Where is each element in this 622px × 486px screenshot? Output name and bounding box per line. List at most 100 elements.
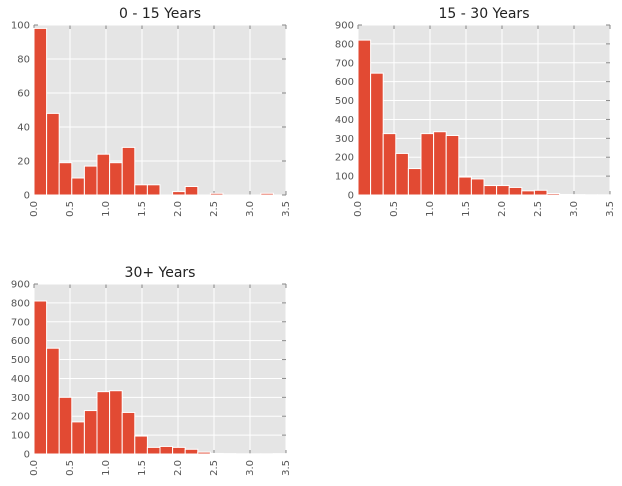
y-tick-label: 40	[17, 123, 30, 134]
histogram-bar	[407, 168, 422, 196]
histogram-bar	[546, 192, 561, 196]
plot-area	[34, 25, 286, 195]
histogram-bar	[496, 185, 510, 196]
x-tick-label: 2.5	[533, 201, 544, 217]
histogram-bar	[533, 189, 548, 196]
histogram-bar	[83, 410, 98, 455]
y-tick-label: 100	[11, 431, 30, 442]
y-tick-label: 300	[335, 134, 354, 145]
histogram-bar	[382, 133, 397, 196]
histogram-bar	[109, 390, 123, 455]
histogram-bar	[260, 192, 274, 196]
histogram-bar	[146, 184, 161, 196]
y-tick-label: 500	[335, 96, 354, 107]
y-tick-label: 600	[335, 77, 354, 88]
x-tick-label: 2.5	[209, 460, 220, 476]
x-tick-label: 1.5	[137, 201, 148, 217]
chart-title: 15 - 30 Years	[439, 6, 530, 22]
histogram-bar	[71, 421, 85, 455]
chart-title: 30+ Years	[125, 265, 196, 281]
y-tick-label: 20	[17, 157, 30, 168]
histogram-bar	[172, 191, 186, 196]
y-tick-label: 200	[335, 153, 354, 164]
histogram-bar	[184, 186, 199, 196]
histogram-bar	[146, 446, 161, 455]
y-tick-label: 400	[335, 115, 354, 126]
x-tick-label: 2.5	[209, 201, 220, 217]
histogram-bar	[71, 177, 85, 196]
y-tick-label: 700	[11, 317, 30, 328]
x-tick-label: 0.0	[29, 201, 40, 217]
histogram-bar	[445, 135, 460, 196]
histogram-bar	[159, 445, 174, 455]
x-tick-label: 0.5	[65, 460, 76, 476]
y-tick-label: 0	[348, 191, 354, 202]
histogram-bar	[559, 193, 573, 196]
histogram-bar	[433, 131, 447, 196]
x-tick-label: 1.5	[461, 201, 472, 217]
histogram-bar	[483, 185, 498, 196]
x-tick-label: 0.5	[389, 201, 400, 217]
histogram-bar	[420, 133, 435, 196]
y-tick-label: 500	[11, 355, 30, 366]
chart-title: 0 - 15 Years	[119, 6, 201, 22]
x-tick-label: 0.5	[65, 201, 76, 217]
y-tick-label: 0	[24, 191, 30, 202]
histogram-bar	[96, 391, 111, 455]
x-tick-label: 3.5	[605, 201, 616, 217]
y-tick-label: 80	[17, 55, 30, 66]
histogram-bar	[458, 176, 472, 196]
histogram-bar	[134, 184, 148, 196]
histogram-bar	[209, 452, 224, 455]
histogram-bar	[470, 178, 485, 196]
x-tick-label: 2.0	[173, 201, 184, 217]
y-tick-label: 100	[11, 21, 30, 32]
x-tick-label: 1.0	[425, 201, 436, 217]
histogram-bar	[184, 448, 199, 455]
histogram-bar	[121, 146, 136, 196]
y-tick-label: 300	[11, 393, 30, 404]
histogram-bar	[134, 435, 148, 455]
y-tick-label: 900	[11, 280, 30, 291]
y-tick-label: 60	[17, 89, 30, 100]
histogram-bar	[209, 192, 224, 196]
y-tick-label: 600	[11, 336, 30, 347]
y-tick-label: 100	[335, 172, 354, 183]
histogram-bar	[197, 451, 211, 455]
x-tick-label: 3.5	[281, 460, 292, 476]
histogram-bar	[46, 112, 60, 196]
x-tick-label: 0.0	[29, 460, 40, 476]
x-tick-label: 1.0	[101, 201, 112, 217]
x-tick-label: 2.0	[497, 201, 508, 217]
histogram-bar	[46, 347, 60, 455]
x-tick-label: 1.0	[101, 460, 112, 476]
y-tick-label: 900	[335, 21, 354, 32]
histogram-bar	[58, 162, 73, 196]
x-tick-label: 1.5	[137, 460, 148, 476]
y-tick-label: 700	[335, 58, 354, 69]
x-tick-label: 3.5	[281, 201, 292, 217]
histogram-bar	[357, 39, 372, 196]
y-tick-label: 800	[11, 298, 30, 309]
histogram-bar	[58, 396, 73, 455]
histogram-bar	[83, 165, 98, 196]
x-tick-label: 3.0	[569, 201, 580, 217]
x-tick-label: 3.0	[245, 460, 256, 476]
histogram-bar	[33, 300, 48, 455]
histogram-bar	[508, 186, 523, 196]
histogram-bar	[121, 411, 136, 455]
y-tick-label: 800	[335, 39, 354, 50]
histogram-bar	[395, 152, 409, 196]
histogram-bar	[370, 72, 384, 196]
histogram-bar	[96, 153, 111, 196]
histogram-bar	[109, 162, 123, 196]
x-tick-label: 3.0	[245, 201, 256, 217]
y-tick-label: 0	[24, 450, 30, 461]
x-tick-label: 0.0	[353, 201, 364, 217]
histogram-bar	[521, 190, 535, 196]
histogram-bar	[172, 446, 186, 455]
histogram-bar	[33, 27, 48, 196]
y-tick-label: 200	[11, 412, 30, 423]
x-tick-label: 2.0	[173, 460, 184, 476]
